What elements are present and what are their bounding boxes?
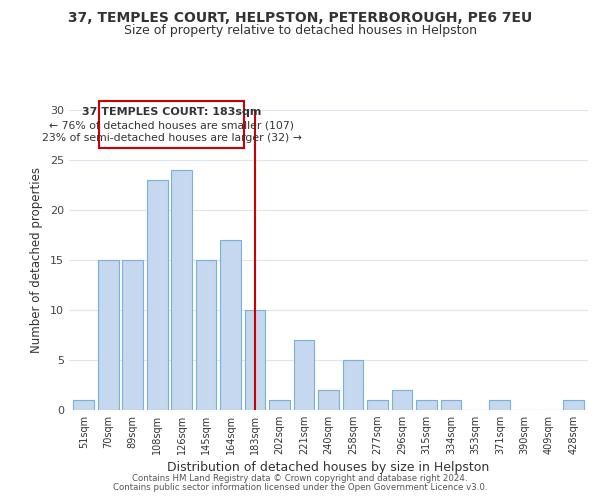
Bar xyxy=(367,400,388,410)
Bar xyxy=(171,170,192,410)
Bar xyxy=(98,260,119,410)
Text: Contains public sector information licensed under the Open Government Licence v3: Contains public sector information licen… xyxy=(113,483,487,492)
Text: 37 TEMPLES COURT: 183sqm: 37 TEMPLES COURT: 183sqm xyxy=(82,107,261,117)
Text: Size of property relative to detached houses in Helpston: Size of property relative to detached ho… xyxy=(124,24,476,37)
Text: ← 76% of detached houses are smaller (107): ← 76% of detached houses are smaller (10… xyxy=(49,120,294,130)
Bar xyxy=(440,400,461,410)
Bar xyxy=(392,390,412,410)
Bar xyxy=(122,260,143,410)
X-axis label: Distribution of detached houses by size in Helpston: Distribution of detached houses by size … xyxy=(167,462,490,474)
Text: 23% of semi-detached houses are larger (32) →: 23% of semi-detached houses are larger (… xyxy=(41,133,301,143)
Bar xyxy=(416,400,437,410)
Bar xyxy=(343,360,364,410)
Bar xyxy=(490,400,510,410)
Text: Contains HM Land Registry data © Crown copyright and database right 2024.: Contains HM Land Registry data © Crown c… xyxy=(132,474,468,483)
Bar xyxy=(147,180,167,410)
Bar xyxy=(196,260,217,410)
Y-axis label: Number of detached properties: Number of detached properties xyxy=(30,167,43,353)
FancyBboxPatch shape xyxy=(99,101,244,148)
Bar xyxy=(563,400,584,410)
Bar xyxy=(220,240,241,410)
Bar xyxy=(318,390,339,410)
Text: 37, TEMPLES COURT, HELPSTON, PETERBOROUGH, PE6 7EU: 37, TEMPLES COURT, HELPSTON, PETERBOROUG… xyxy=(68,11,532,25)
Bar xyxy=(269,400,290,410)
Bar xyxy=(245,310,265,410)
Bar xyxy=(293,340,314,410)
Bar xyxy=(73,400,94,410)
